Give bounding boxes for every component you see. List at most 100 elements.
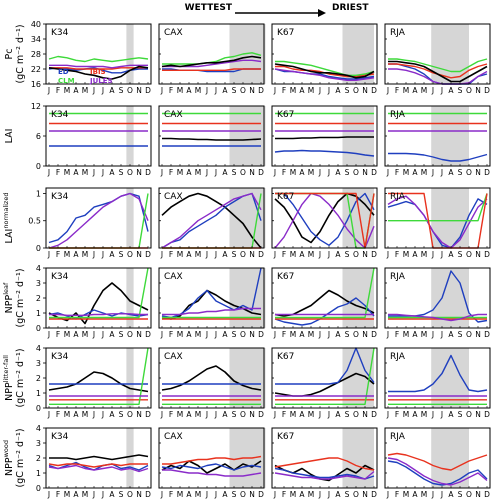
month-tick-label: O	[127, 86, 133, 95]
series-obs-line	[161, 192, 262, 249]
month-tick-label: O	[353, 250, 359, 259]
month-tick-label: J	[101, 168, 104, 177]
month-tick-label: M	[403, 168, 409, 177]
month-tick-label: M	[195, 168, 201, 177]
month-tick-label: D	[484, 250, 490, 259]
month-tick-label: J	[205, 410, 208, 419]
month-tick-label: A	[299, 330, 305, 339]
month-tick-label: N	[249, 168, 255, 177]
month-tick-label: J	[205, 168, 208, 177]
series-ibis-line	[49, 67, 148, 70]
month-tick-label: F	[56, 250, 60, 259]
dry-season-shading	[229, 106, 266, 166]
month-tick-label: O	[466, 330, 472, 339]
row-ylabel-subscript: wood	[2, 440, 10, 457]
row-ylabel-units: (gC m⁻² d⁻¹)	[15, 24, 26, 83]
month-tick-label: M	[290, 86, 296, 95]
month-tick-label: O	[466, 168, 472, 177]
month-tick-label: S	[232, 490, 237, 499]
month-tick-label: S	[458, 410, 463, 419]
series-ibis-line	[162, 68, 261, 72]
month-tick-label: J	[214, 410, 217, 419]
month-tick-label: A	[448, 490, 454, 499]
month-tick-label: O	[240, 86, 246, 95]
y-tick-label: 4	[36, 424, 41, 433]
month-tick-label: M	[421, 250, 427, 259]
month-tick-label: A	[448, 410, 454, 419]
row-ylabel-text: LAInormalized	[2, 193, 15, 244]
month-tick-label: O	[353, 168, 359, 177]
month-tick-label: S	[119, 330, 124, 339]
row-ylabel-subscript: litter-fall	[2, 355, 10, 382]
month-tick-label: F	[169, 86, 173, 95]
y-tick-label: 22	[31, 65, 41, 74]
month-tick-label: O	[353, 410, 359, 419]
month-tick-label: M	[403, 410, 409, 419]
month-tick-label: J	[101, 330, 104, 339]
month-tick-label: J	[440, 168, 443, 177]
month-tick-label: O	[127, 168, 133, 177]
row-ylabel-text: NPPlitter-fall	[2, 355, 15, 401]
series-obs-line	[161, 460, 262, 474]
site-label: CAX	[164, 272, 183, 282]
series-jules-line	[388, 68, 488, 85]
legend-ed: ED	[58, 68, 69, 76]
month-tick-label: M	[82, 86, 88, 95]
month-tick-label: O	[127, 410, 133, 419]
month-tick-label: M	[177, 330, 183, 339]
month-tick-label: M	[82, 490, 88, 499]
series-jules-line	[48, 192, 149, 249]
month-tick-label: O	[240, 250, 246, 259]
month-tick-label: J	[318, 490, 321, 499]
series-clm-line	[388, 58, 488, 73]
month-tick-label: A	[109, 86, 115, 95]
month-tick-label: M	[64, 168, 70, 177]
dry-season-shading	[126, 106, 134, 166]
month-tick-label: N	[136, 410, 142, 419]
month-tick-label: A	[335, 330, 341, 339]
month-tick-label: J	[440, 330, 443, 339]
month-tick-label: A	[412, 250, 418, 259]
month-tick-label: J	[318, 330, 321, 339]
month-tick-label: O	[466, 410, 472, 419]
month-tick-label: J	[431, 168, 434, 177]
month-tick-label: M	[421, 86, 427, 95]
y-tick-label: 2	[36, 374, 41, 383]
month-tick-label: N	[136, 86, 142, 95]
month-tick-label: M	[421, 490, 427, 499]
month-tick-label: J	[327, 490, 330, 499]
row-ylabel: LAInormalized	[2, 193, 15, 244]
month-tick-label: J	[273, 86, 276, 95]
month-tick-label: M	[177, 86, 183, 95]
month-tick-label: A	[73, 168, 79, 177]
month-tick-label: J	[101, 86, 104, 95]
month-tick-label: A	[299, 410, 305, 419]
row-ylabel-units: (gC m⁻² d⁻¹)	[15, 268, 26, 327]
month-tick-label: A	[412, 330, 418, 339]
y-tick-label: 0	[36, 162, 41, 171]
month-tick-label: J	[92, 86, 95, 95]
month-tick-label: J	[327, 168, 330, 177]
site-label: RJA	[390, 272, 406, 282]
month-tick-label: J	[47, 168, 50, 177]
month-tick-label: F	[169, 250, 173, 259]
month-tick-label: M	[290, 330, 296, 339]
month-tick-label: J	[92, 330, 95, 339]
month-tick-label: J	[431, 410, 434, 419]
month-tick-label: F	[56, 168, 60, 177]
series-obs-line	[161, 365, 262, 391]
month-tick-label: F	[282, 410, 286, 419]
month-tick-label: O	[353, 330, 359, 339]
month-tick-label: M	[308, 168, 314, 177]
series-ed-line	[387, 460, 488, 486]
series-clm-line	[275, 60, 375, 77]
month-tick-label: N	[362, 86, 368, 95]
month-tick-label: N	[475, 490, 481, 499]
month-tick-label: D	[371, 168, 377, 177]
month-tick-label: J	[214, 490, 217, 499]
month-tick-label: F	[395, 86, 399, 95]
